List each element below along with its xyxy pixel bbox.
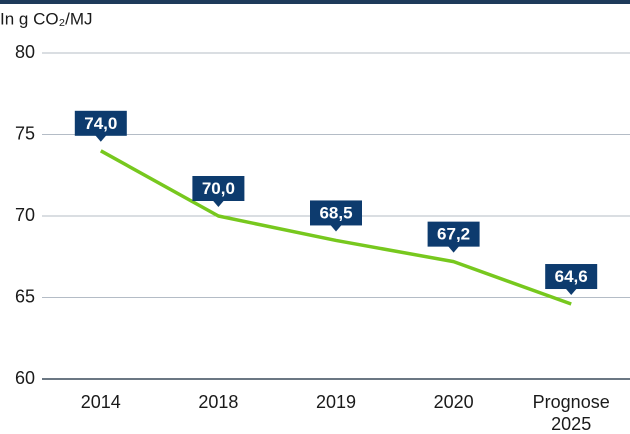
label-box bbox=[545, 264, 598, 290]
data-label: 74,0 bbox=[84, 114, 117, 133]
y-tick-label: 65 bbox=[15, 286, 35, 306]
label-box bbox=[74, 110, 127, 136]
label-pointer bbox=[447, 245, 460, 253]
x-tick-label: 2019 bbox=[315, 392, 357, 412]
data-label: 70,0 bbox=[202, 179, 235, 198]
x-tick-label: 2020 bbox=[433, 392, 474, 412]
y-tick-label: 70 bbox=[15, 205, 35, 225]
data-label: 67,2 bbox=[437, 225, 470, 244]
label-box bbox=[310, 200, 362, 226]
y-tick-label: 75 bbox=[15, 123, 35, 143]
y-axis-label: In g CO₂/MJ bbox=[0, 9, 93, 28]
line bbox=[99, 149, 572, 306]
label-pointer bbox=[330, 224, 342, 232]
y-tick-label: 80 bbox=[15, 42, 35, 62]
x-tick-label: Prognose 2025 bbox=[532, 392, 610, 434]
label-pointer bbox=[565, 288, 578, 296]
label-box bbox=[427, 221, 480, 247]
data-label: 68,5 bbox=[319, 203, 352, 222]
x-tick-label: 2018 bbox=[198, 392, 239, 412]
data-label: 64,6 bbox=[555, 267, 588, 286]
y-tick-label: 60 bbox=[15, 368, 35, 388]
label-pointer bbox=[212, 200, 225, 207]
label-box bbox=[192, 176, 245, 201]
label-pointer bbox=[94, 134, 107, 142]
top-rule bbox=[0, 0, 630, 4]
x-tick-label: 2014 bbox=[80, 392, 121, 412]
